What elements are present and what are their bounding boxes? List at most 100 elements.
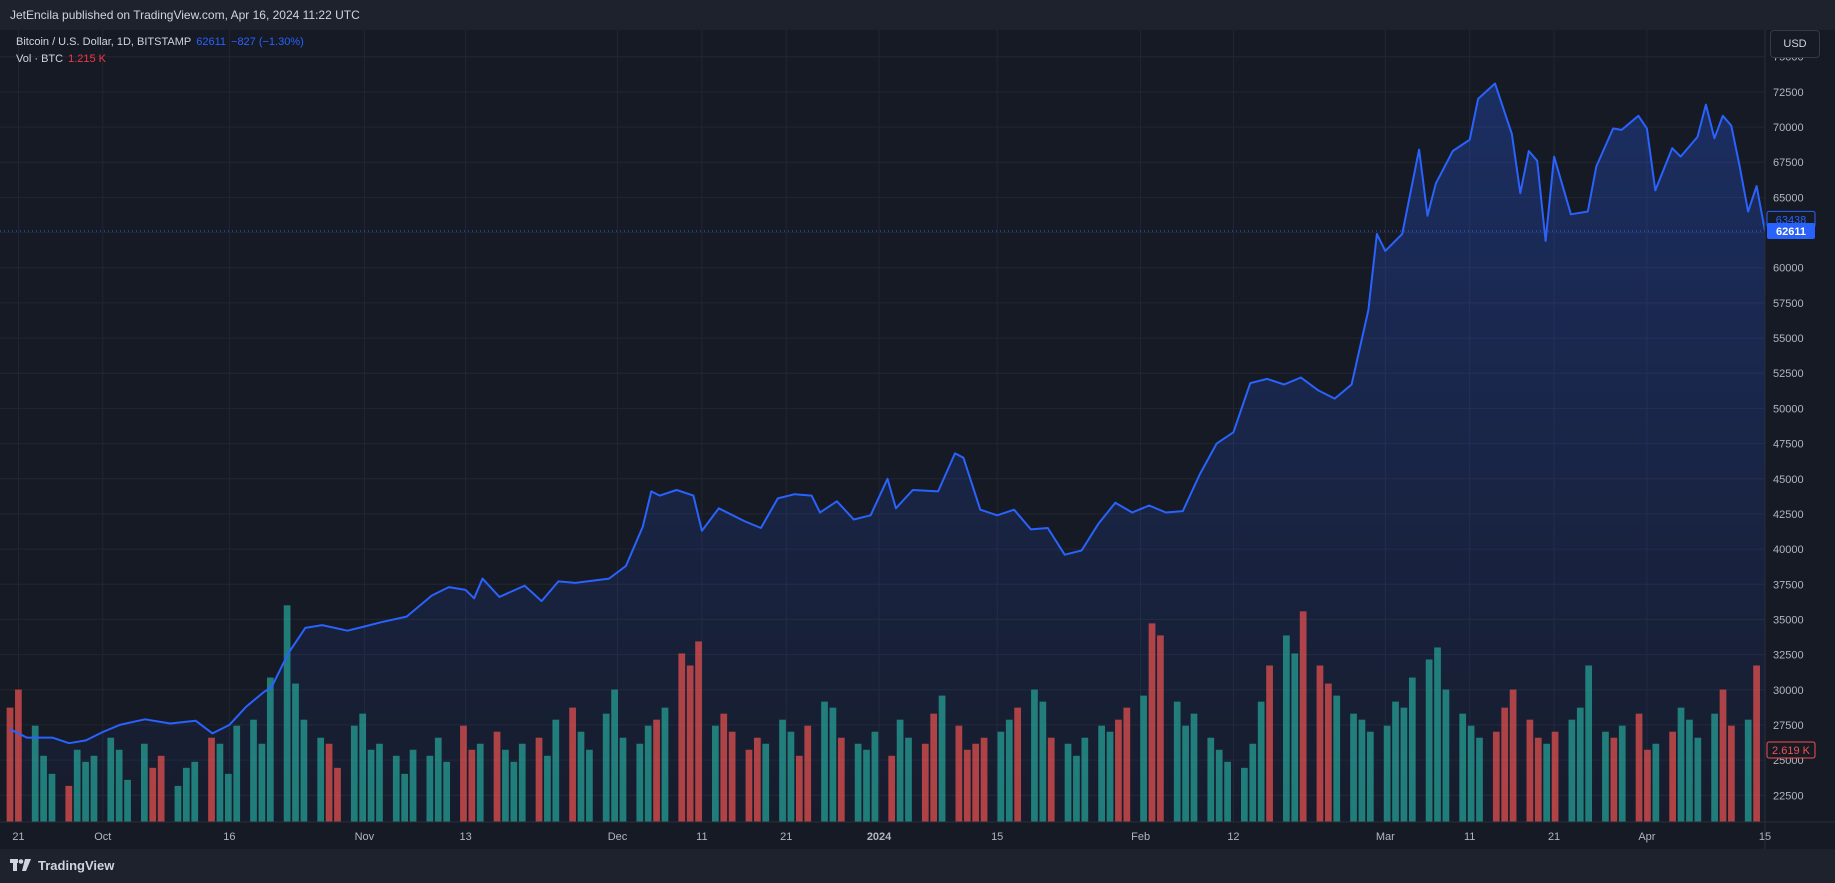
tradingview-logo[interactable]: TradingView: [10, 858, 114, 873]
time-axis[interactable]: 21 Oct 16 Nov 13 Dec 11 21 2024 15 Feb 12 Mar 11 21 Apr…: [0, 821, 1835, 843]
volume-bar: [1266, 665, 1273, 822]
volume-bar: [1526, 719, 1534, 822]
volume-bar: [140, 743, 148, 822]
volume-bar: [1652, 743, 1660, 822]
volume-bar: [1686, 719, 1693, 822]
volume-bar: [401, 773, 409, 822]
y-tick-label: 57500: [1773, 298, 1804, 310]
header-bar: JetEncila published on TradingView.com, …: [0, 0, 1835, 30]
y-tick-label: 42500: [1773, 509, 1804, 521]
volume-bar: [1098, 725, 1105, 822]
volume-bar: [1182, 725, 1189, 822]
volume-bar: [888, 755, 896, 822]
volume-bar: [1618, 725, 1626, 822]
price-change: −827 (−1.30%): [231, 36, 304, 48]
volume-bar: [434, 737, 442, 822]
y-tick-label: 30000: [1773, 685, 1804, 697]
volume-legend[interactable]: Vol · BTC 1.215 K: [16, 53, 106, 65]
x-tick-label: 11: [696, 831, 707, 843]
volume-bar: [745, 749, 753, 822]
volume-bar: [955, 725, 963, 822]
volume-bar: [31, 725, 39, 822]
volume-bar: [644, 725, 652, 822]
price-chart[interactable]: 2250025000275003000032500350003750040000…: [0, 30, 1835, 849]
y-tick-label: 47500: [1773, 439, 1804, 451]
volume-bar: [182, 767, 190, 822]
volume-bar: [1400, 707, 1408, 822]
x-tick-label: Oct: [94, 831, 111, 843]
volume-bar: [107, 737, 115, 822]
volume-bar: [1047, 737, 1055, 822]
y-tick-label: 65000: [1773, 192, 1804, 204]
symbol-legend[interactable]: Bitcoin / U.S. Dollar, 1D, BITSTAMP 62611…: [16, 36, 304, 48]
volume-bar: [1215, 749, 1223, 822]
y-tick-label: 37500: [1773, 579, 1804, 591]
volume-bar: [124, 779, 131, 822]
volume-bar: [653, 719, 660, 822]
volume-bar: [837, 737, 845, 822]
volume-bar: [804, 725, 812, 822]
volume-bar: [216, 743, 224, 822]
volume-bar: [1551, 731, 1559, 822]
volume-bar: [1459, 713, 1467, 822]
volume-bar: [972, 743, 980, 822]
volume-bar: [1257, 701, 1265, 822]
volume-bar: [905, 737, 912, 822]
volume-bar: [1694, 737, 1702, 822]
volume-bar: [1031, 689, 1038, 822]
volume-bar: [1753, 665, 1760, 822]
volume-bar: [619, 737, 627, 822]
volume-bar: [409, 749, 417, 822]
volume-bar: [518, 743, 526, 822]
volume-bar: [1576, 707, 1584, 822]
volume-bar: [871, 731, 879, 822]
x-tick-label: 21: [12, 831, 24, 843]
price-label-box-last: [1767, 223, 1815, 240]
volume-bar: [921, 743, 929, 822]
price-axis[interactable]: 2250025000275003000032500350003750040000…: [1764, 30, 1835, 849]
currency-button[interactable]: USD: [1770, 30, 1820, 58]
volume-bar: [720, 713, 728, 822]
volume-bar: [1509, 689, 1517, 822]
price-line-layer: [0, 82, 1766, 745]
volume-bar: [678, 653, 686, 822]
volume-bar: [762, 743, 770, 822]
volume-bar: [829, 707, 837, 822]
volume-bar: [1467, 725, 1475, 822]
volume-bar: [1005, 719, 1013, 822]
volume-bar: [1610, 737, 1618, 822]
volume-bar: [1249, 743, 1257, 822]
volume-bar: [1442, 689, 1450, 822]
x-tick-label: Dec: [608, 831, 628, 843]
y-tick-label: 35000: [1773, 614, 1804, 626]
volume-bar: [1106, 731, 1114, 822]
volume-bar: [1543, 743, 1551, 822]
volume-bar: [577, 731, 585, 822]
volume-bar: [1039, 701, 1047, 822]
volume-bar: [1711, 713, 1718, 822]
volume-bar: [1492, 731, 1500, 822]
publish-info: JetEncila published on TradingView.com, …: [10, 8, 360, 22]
price-line: [9, 82, 1766, 745]
volume-bar: [208, 737, 215, 822]
volume-bar: [1358, 719, 1366, 822]
y-tick-label: 32500: [1773, 650, 1804, 662]
volume-bar: [224, 773, 232, 822]
volume-bar: [1366, 731, 1374, 822]
x-tick-label: 12: [1227, 831, 1239, 843]
volume-bar: [283, 605, 291, 822]
volume-bar: [258, 743, 266, 822]
price-axis-background: [1765, 30, 1835, 849]
y-tick-label: 52500: [1773, 368, 1804, 380]
volume-bar: [1324, 683, 1332, 822]
brand-text: TradingView: [38, 858, 115, 873]
x-tick-label: Apr: [1638, 831, 1655, 843]
volume-bar: [1316, 665, 1324, 822]
volume-bar: [569, 707, 576, 822]
volume-bar: [1115, 719, 1122, 822]
volume-bar: [611, 689, 618, 822]
volume-bar: [1350, 713, 1357, 822]
x-tick-label: Mar: [1376, 831, 1395, 843]
y-tick-label: 22500: [1773, 790, 1804, 802]
volume-bar: [300, 719, 308, 822]
